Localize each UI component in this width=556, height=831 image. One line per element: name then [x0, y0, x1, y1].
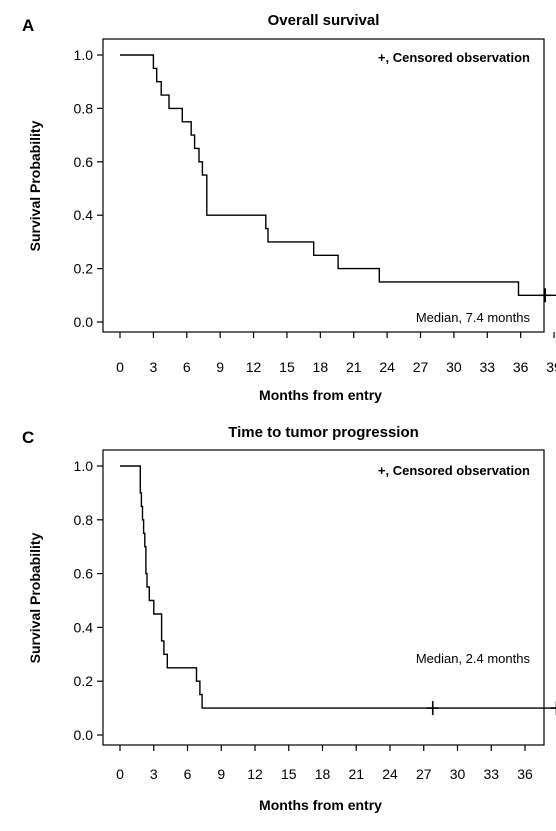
x-tick-label: 15 [281, 766, 297, 782]
x-tick-label: 39 [546, 359, 556, 375]
x-tick-label: 21 [346, 359, 362, 375]
y-tick-label: 0.2 [74, 261, 94, 277]
x-tick-label: 30 [450, 766, 466, 782]
median-annotation: Median, 7.4 months [416, 310, 531, 325]
plot-frame [103, 450, 544, 745]
plot-frame [103, 39, 544, 332]
x-tick-label: 9 [217, 766, 225, 782]
y-tick-label: 0.0 [74, 314, 94, 330]
y-tick-label: 0.0 [74, 727, 94, 743]
x-tick-label: 24 [382, 766, 398, 782]
y-tick-label: 0.8 [74, 100, 94, 116]
censored-marker [539, 288, 551, 302]
y-tick-label: 1.0 [74, 458, 94, 474]
x-tick-label: 24 [379, 359, 395, 375]
x-tick-label: 0 [116, 359, 124, 375]
x-tick-label: 27 [416, 766, 432, 782]
y-tick-label: 0.8 [74, 512, 94, 528]
y-axis-label: Survival Probability [27, 120, 43, 251]
x-tick-label: 21 [348, 766, 364, 782]
panel-label: A [22, 16, 34, 35]
x-tick-label: 0 [116, 766, 124, 782]
x-tick-label: 6 [183, 359, 191, 375]
y-tick-label: 0.4 [74, 619, 94, 635]
x-tick-label: 12 [247, 766, 263, 782]
x-tick-label: 15 [279, 359, 295, 375]
y-axis-label: Survival Probability [27, 532, 43, 663]
censored-legend: +, Censored observation [378, 50, 530, 65]
x-tick-label: 33 [480, 359, 496, 375]
chart-title: Overall survival [268, 12, 380, 29]
survival-step-curve [120, 466, 556, 708]
censored-legend: +, Censored observation [378, 463, 530, 478]
x-tick-label: 9 [216, 359, 224, 375]
y-tick-label: 0.4 [74, 207, 94, 223]
x-axis-label: Months from entry [259, 797, 382, 813]
x-tick-label: 3 [150, 766, 158, 782]
y-tick-label: 0.2 [74, 673, 94, 689]
x-tick-label: 3 [149, 359, 157, 375]
y-tick-label: 0.6 [74, 566, 94, 582]
censored-marker [551, 701, 556, 715]
x-tick-label: 33 [483, 766, 499, 782]
y-tick-label: 0.6 [74, 154, 94, 170]
x-tick-label: 12 [246, 359, 262, 375]
x-tick-label: 36 [517, 766, 533, 782]
x-tick-label: 27 [413, 359, 429, 375]
censored-marker [427, 701, 439, 715]
x-tick-label: 18 [315, 766, 331, 782]
chart-title: Time to tumor progression [228, 424, 419, 441]
x-axis-label: Months from entry [259, 387, 382, 403]
panel-label: C [22, 428, 34, 447]
x-tick-label: 6 [184, 766, 192, 782]
x-tick-label: 30 [446, 359, 462, 375]
survival-step-curve [120, 55, 556, 295]
x-tick-label: 36 [513, 359, 529, 375]
median-annotation: Median, 2.4 months [416, 651, 531, 666]
chart-panel-c: C Time to tumor progression 0.0 0.2 0.4 0.6 0.… [22, 424, 556, 813]
x-tick-label: 18 [313, 359, 329, 375]
y-tick-label: 1.0 [74, 47, 94, 63]
